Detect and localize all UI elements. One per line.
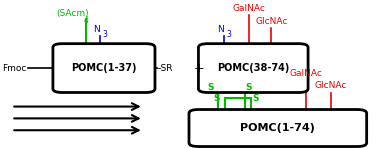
- Text: N: N: [217, 25, 224, 34]
- Text: S: S: [214, 94, 220, 103]
- Text: GalNAc: GalNAc: [232, 4, 265, 13]
- FancyBboxPatch shape: [198, 44, 308, 92]
- Text: GalNAc: GalNAc: [290, 69, 322, 78]
- FancyBboxPatch shape: [189, 110, 367, 147]
- Text: 3: 3: [102, 30, 107, 39]
- Text: N: N: [93, 25, 100, 34]
- Text: Fmoc: Fmoc: [2, 64, 26, 73]
- Text: +: +: [193, 62, 204, 75]
- Text: GlcNAc: GlcNAc: [255, 17, 288, 26]
- Text: –SR: –SR: [157, 64, 174, 73]
- Text: 3: 3: [226, 30, 231, 39]
- Text: (SAcm): (SAcm): [56, 9, 88, 18]
- Text: S: S: [246, 83, 252, 92]
- Text: S: S: [208, 83, 214, 92]
- Text: POMC(38-74): POMC(38-74): [217, 63, 290, 73]
- Text: S: S: [252, 94, 259, 103]
- Text: POMC(1-37): POMC(1-37): [71, 63, 137, 73]
- Text: 4: 4: [83, 16, 88, 25]
- Text: GlcNAc: GlcNAc: [314, 81, 347, 90]
- FancyBboxPatch shape: [53, 44, 155, 92]
- Text: POMC(1-74): POMC(1-74): [240, 123, 315, 133]
